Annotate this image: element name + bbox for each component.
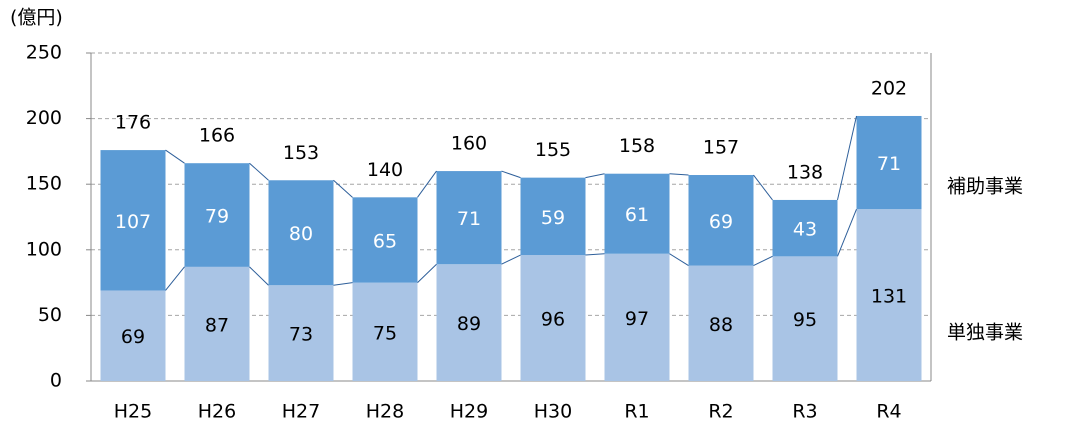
x-tick-label: H30: [534, 401, 572, 423]
bar-segment: [352, 197, 418, 283]
total-label: 166: [199, 125, 235, 147]
series-line: [165, 149, 185, 164]
x-tick-label: H26: [198, 401, 236, 423]
x-tick-label: H28: [366, 401, 404, 423]
value-label: 71: [457, 208, 481, 230]
value-label: 96: [541, 309, 565, 331]
value-label: 65: [373, 230, 397, 252]
value-label: 71: [877, 153, 901, 175]
x-tick-label: R3: [792, 401, 817, 423]
value-label: 88: [709, 314, 733, 336]
bar-segment: [772, 199, 838, 257]
value-label: 79: [205, 206, 229, 228]
bar-segment: [184, 163, 250, 267]
bar-segment: [100, 150, 166, 291]
total-label: 202: [871, 77, 907, 99]
bar-segment: [688, 265, 754, 381]
value-label: 59: [541, 207, 565, 229]
value-label: 69: [709, 211, 733, 233]
value-label: 61: [625, 204, 649, 226]
value-label: 87: [205, 314, 229, 336]
series-line: [333, 282, 353, 286]
bar-segment: [100, 290, 166, 381]
y-tick-label: 0: [50, 370, 62, 392]
series-line: [333, 179, 353, 198]
bar-segment: [268, 180, 334, 286]
bar-segment: [604, 173, 670, 254]
value-label: 89: [457, 313, 481, 335]
bar-segment: [436, 171, 502, 265]
y-tick-label: 250: [26, 42, 62, 64]
series-line: [753, 174, 773, 201]
value-label: 80: [289, 223, 313, 245]
x-tick-label: R1: [624, 401, 649, 423]
series-line: [501, 254, 521, 265]
series-line: [669, 173, 689, 176]
bar-segment: [520, 255, 586, 381]
series-line: [837, 115, 857, 201]
value-label: 75: [373, 322, 397, 344]
x-tick-label: H25: [114, 401, 152, 423]
total-label: 158: [619, 135, 655, 157]
x-tick-label: R2: [708, 401, 733, 423]
series-line: [585, 173, 605, 179]
series-line: [417, 263, 437, 283]
legend-label: 補助事業: [947, 176, 1023, 198]
bar-segment: [772, 256, 838, 381]
series-line: [753, 255, 773, 266]
bar-segment: [604, 253, 670, 381]
x-tick-label: R4: [876, 401, 901, 423]
x-tick-label: H29: [450, 401, 488, 423]
series-line: [501, 170, 521, 179]
x-tick-label: H27: [282, 401, 320, 423]
total-label: 140: [367, 159, 403, 181]
y-tick-label: 150: [26, 173, 62, 195]
value-label: 95: [793, 309, 817, 331]
y-tick-label: 100: [26, 238, 62, 260]
total-label: 138: [787, 161, 823, 183]
value-label: 43: [793, 219, 817, 241]
total-label: 157: [703, 137, 739, 159]
value-label: 107: [115, 211, 151, 233]
series-line: [669, 253, 689, 266]
unit-label: (億円): [10, 7, 63, 29]
total-label: 160: [451, 133, 487, 155]
value-label: 69: [121, 326, 145, 348]
total-label: 153: [283, 142, 319, 164]
series-line: [249, 266, 269, 286]
total-label: 176: [115, 112, 151, 134]
total-label: 155: [535, 139, 571, 161]
bar-segment: [520, 177, 586, 256]
value-label: 73: [289, 324, 313, 346]
series-line: [165, 266, 185, 291]
value-label: 97: [625, 308, 649, 330]
bar-segment: [352, 282, 418, 381]
y-tick-label: 50: [38, 304, 62, 326]
bar-segment: [856, 209, 922, 381]
y-tick-label: 200: [26, 107, 62, 129]
legend-label: 単独事業: [947, 322, 1023, 344]
bar-segment: [268, 285, 334, 381]
bar-segment: [436, 264, 502, 381]
series-line: [585, 253, 605, 256]
bar-segment: [856, 115, 922, 210]
bar-segment: [688, 175, 754, 266]
series-line: [249, 162, 269, 181]
series-line: [837, 208, 857, 257]
series-line: [417, 170, 437, 198]
bar-segment: [184, 266, 250, 381]
value-label: 131: [871, 286, 907, 308]
